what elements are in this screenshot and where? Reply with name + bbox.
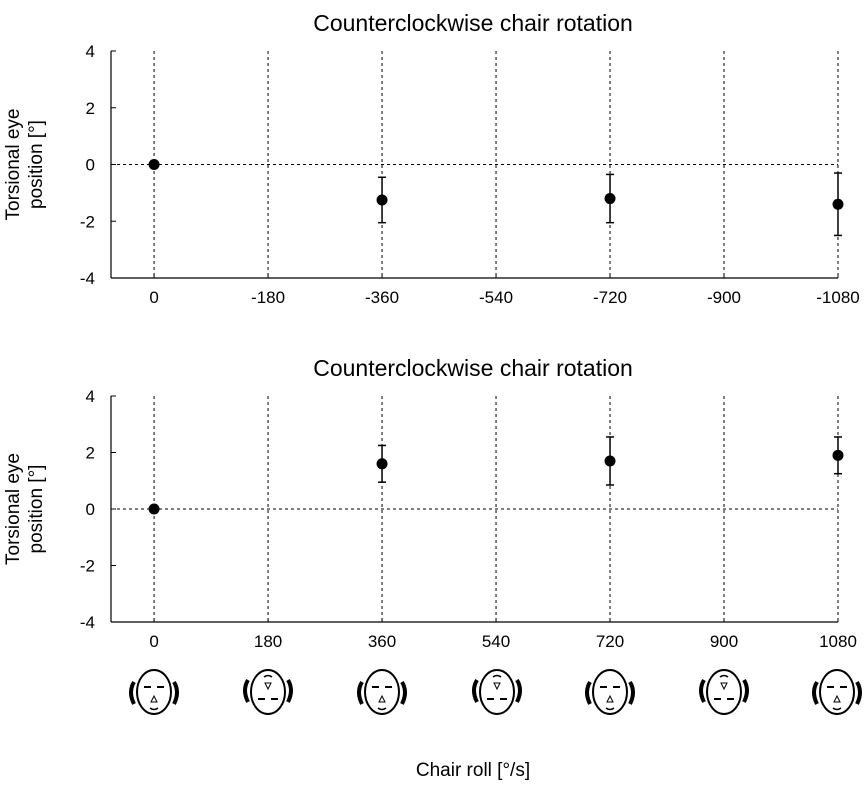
y-axis-label-box: Torsional eye position [°] bbox=[3, 453, 47, 565]
y-tick-label: 4 bbox=[86, 387, 95, 406]
y-axis-label-box: Torsional eye position [°] bbox=[3, 108, 47, 221]
point bbox=[604, 455, 616, 467]
x-tick-label: -900 bbox=[707, 288, 741, 307]
x-tick-label: -180 bbox=[251, 288, 285, 307]
x-tick-label: -720 bbox=[593, 288, 627, 307]
point bbox=[376, 458, 388, 470]
chart-panel: Counterclockwise chair rotation Torsional… bbox=[3, 355, 857, 651]
y-tick-label: -2 bbox=[80, 212, 95, 231]
point bbox=[376, 194, 388, 206]
x-tick-label: -360 bbox=[365, 288, 399, 307]
x-tick-label: 180 bbox=[254, 632, 282, 651]
x-tick-label: 1080 bbox=[819, 632, 857, 651]
point bbox=[832, 198, 844, 210]
x-tick-label: 720 bbox=[596, 632, 624, 651]
y-tick-label: 0 bbox=[86, 156, 95, 175]
x-tick-label: 0 bbox=[149, 288, 158, 307]
point bbox=[148, 503, 160, 515]
y-axis-label: Torsional eye position [°] bbox=[3, 108, 47, 221]
chart-title: Counterclockwise chair rotation bbox=[313, 10, 633, 36]
chart-panel: Counterclockwise chair rotation Torsional… bbox=[3, 10, 860, 307]
y-tick-label: -4 bbox=[80, 613, 95, 632]
point bbox=[604, 193, 616, 205]
y-tick-label: 4 bbox=[86, 42, 95, 61]
x-axis-label: Chair roll [°/s] bbox=[416, 760, 530, 781]
y-tick-label: -2 bbox=[80, 557, 95, 576]
x-tick-label: -1080 bbox=[816, 288, 859, 307]
x-tick-label: 540 bbox=[482, 632, 510, 651]
y-tick-label: 2 bbox=[86, 99, 95, 118]
x-tick-label: -540 bbox=[479, 288, 513, 307]
x-tick-label: 900 bbox=[710, 632, 738, 651]
point bbox=[832, 449, 844, 461]
x-tick-label: 360 bbox=[368, 632, 396, 651]
y-tick-label: 0 bbox=[86, 500, 95, 519]
face-icons bbox=[129, 668, 862, 716]
y-tick-label: -4 bbox=[80, 269, 95, 288]
chart-title: Counterclockwise chair rotation bbox=[313, 355, 633, 381]
y-tick-label: 2 bbox=[86, 444, 95, 463]
x-tick-label: 0 bbox=[149, 632, 158, 651]
point bbox=[148, 159, 160, 170]
y-axis-label: Torsional eye position [°] bbox=[3, 453, 47, 565]
